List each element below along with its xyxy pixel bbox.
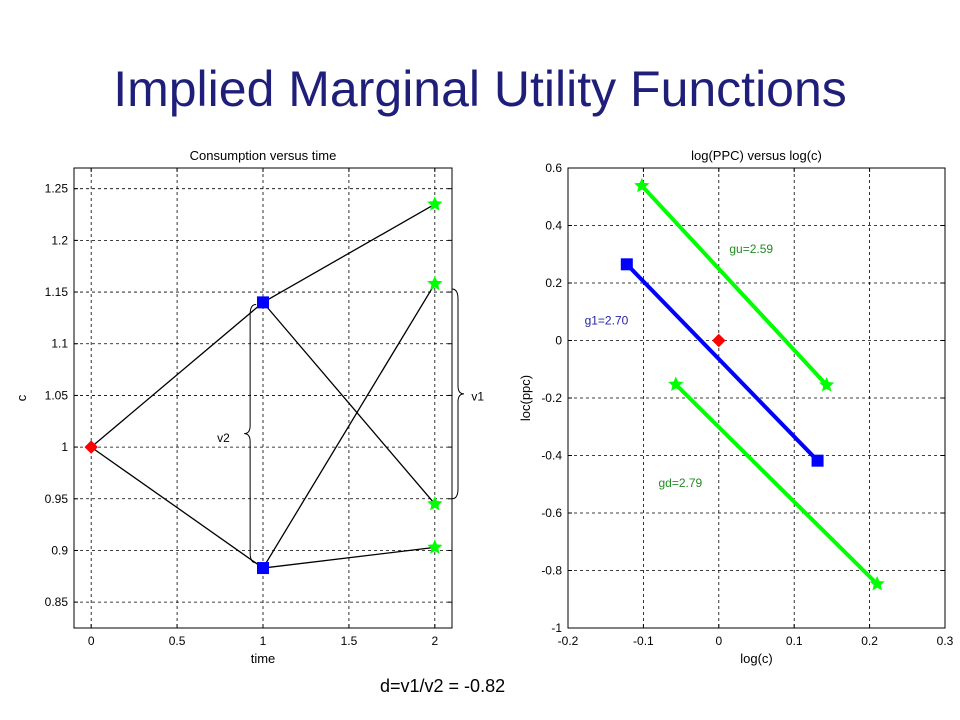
series-line <box>640 184 829 387</box>
y-tick-label: 1 <box>61 440 68 454</box>
y-tick-label: 1.15 <box>45 285 69 299</box>
y-tick-label: 0.85 <box>45 595 69 609</box>
x-tick-label: 1.5 <box>341 634 358 648</box>
x-tick-label: 2 <box>431 634 438 648</box>
x-tick-label: 0 <box>715 634 722 648</box>
y-tick-label: 1.2 <box>51 233 68 247</box>
x-axis-label: time <box>251 651 276 666</box>
data-point <box>257 562 269 575</box>
x-tick-label: -0.1 <box>633 634 654 648</box>
x-tick-label: 0.5 <box>169 634 186 648</box>
brace-bracket <box>451 288 465 500</box>
series-line <box>625 262 820 463</box>
annotation-label: v1 <box>471 390 484 404</box>
data-point <box>427 275 443 291</box>
series-label: g1=2.70 <box>585 314 629 328</box>
x-tick-label: 1 <box>260 634 267 648</box>
path-segment <box>262 546 435 569</box>
data-point <box>427 539 443 554</box>
y-tick-label: 1.05 <box>45 388 69 402</box>
y-tick-label: 0.2 <box>545 276 562 290</box>
x-tick-label: 0.3 <box>937 634 954 648</box>
slide-title: Implied Marginal Utility Functions <box>113 61 847 117</box>
path-segment <box>90 301 264 448</box>
y-tick-label: -0.8 <box>541 564 562 578</box>
data-point <box>427 495 443 511</box>
y-axis-label: loc(ppc) <box>518 375 533 421</box>
y-tick-label: 0.4 <box>545 219 562 233</box>
data-point <box>257 296 269 309</box>
x-tick-label: 0.2 <box>861 634 878 648</box>
y-tick-label: -0.2 <box>541 391 562 405</box>
path-segment <box>262 203 436 303</box>
chart-2: -0.2 -0.1 0 0.1 0.2 0.3 -1 -0.8 -0.6 -0.4 -0.2 0 0.2… <box>518 148 954 666</box>
chart-title: log(PPC) versus log(c) <box>691 148 822 163</box>
y-tick-label: -0.4 <box>541 449 562 463</box>
series-point <box>634 177 650 193</box>
x-tick-label: -0.2 <box>558 634 579 648</box>
y-tick-label: 1.25 <box>45 182 69 196</box>
series-point <box>811 454 824 467</box>
y-tick-label: -0.6 <box>541 506 562 520</box>
data-point <box>84 440 98 454</box>
series-point <box>668 376 684 391</box>
x-axis-label: log(c) <box>740 651 773 666</box>
y-tick-label: 0.6 <box>545 161 562 175</box>
y-tick-label: 0 <box>555 334 562 348</box>
y-tick-label: 1.1 <box>51 337 68 351</box>
y-tick-label: 0.9 <box>51 543 68 557</box>
series-label: gu=2.59 <box>729 242 773 256</box>
data-point <box>712 333 726 348</box>
x-tick-label: 0 <box>88 634 95 648</box>
path-segment <box>90 446 264 569</box>
series-label: gd=2.79 <box>658 476 702 490</box>
path-segment <box>262 301 436 505</box>
data-point <box>427 196 443 211</box>
series-point <box>620 258 633 271</box>
annotation-label: v2 <box>217 431 230 445</box>
chart-title: Consumption versus time <box>190 148 337 163</box>
series-point <box>819 377 835 392</box>
y-axis-label: c <box>14 394 29 401</box>
chart-1: 0 0.5 1 1.5 2 0.85 0.9 0.95 1 1.05 1.1 1.15 1.2 1.25 C… <box>14 148 484 666</box>
y-tick-label: 0.95 <box>45 492 69 506</box>
path-segment <box>262 283 436 569</box>
x-tick-label: 0.1 <box>786 634 803 648</box>
series-point <box>869 575 885 591</box>
series-line <box>674 383 879 586</box>
formula-text: d=v1/v2 = -0.82 <box>380 676 506 696</box>
y-tick-label: -1 <box>551 621 562 635</box>
